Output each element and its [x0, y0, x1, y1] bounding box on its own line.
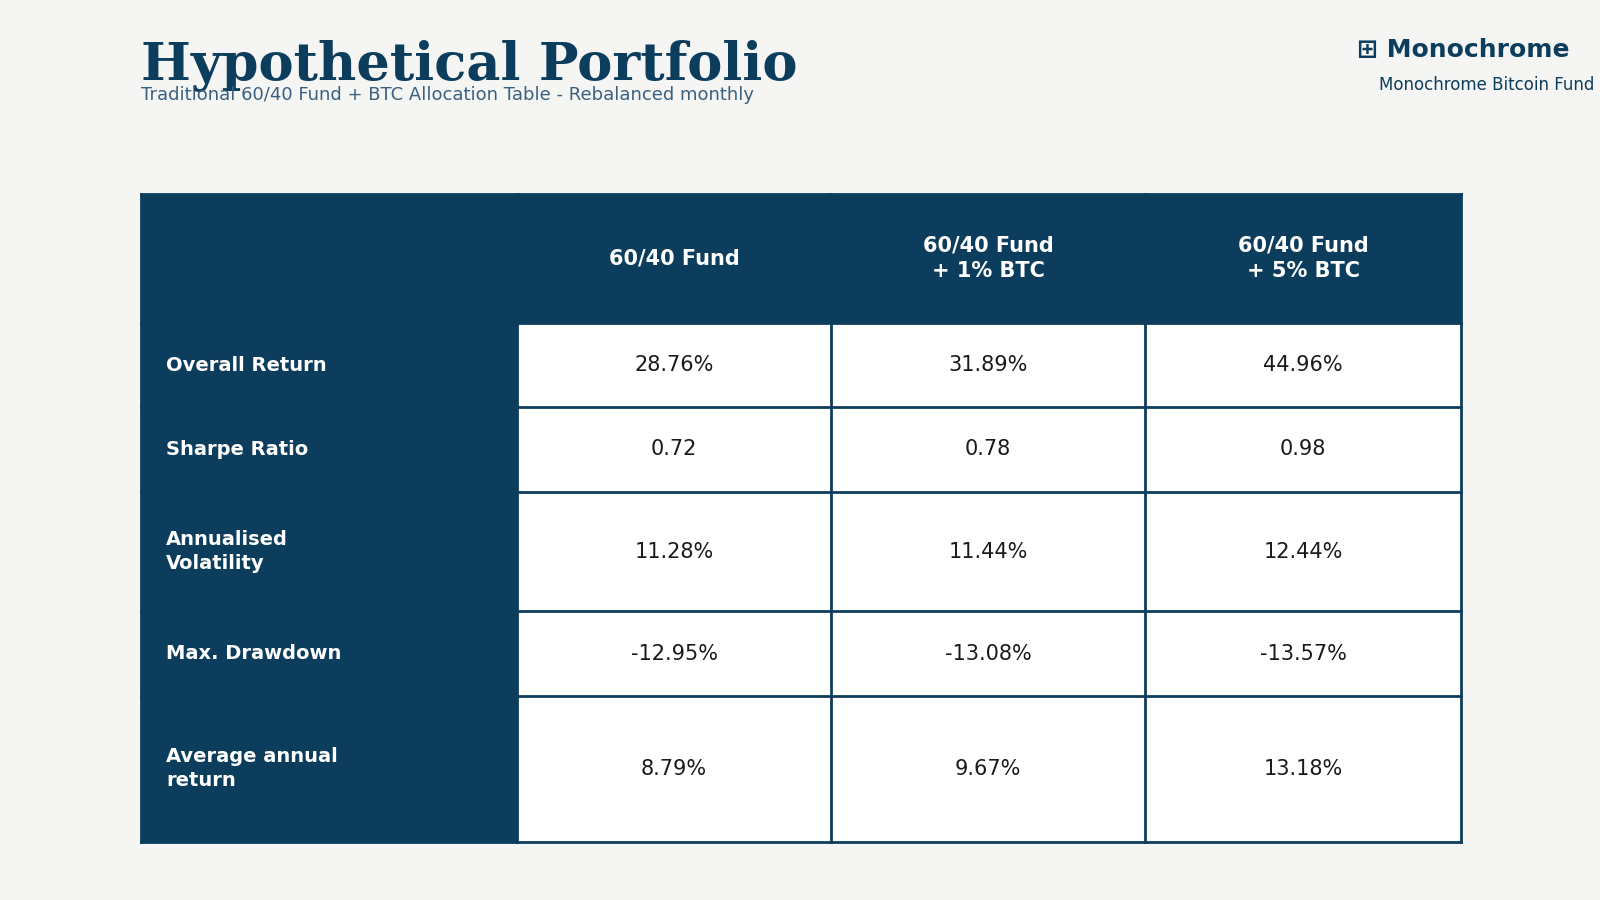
Text: 44.96%: 44.96% [1264, 356, 1342, 375]
Text: 0.78: 0.78 [965, 439, 1011, 460]
Text: Sharpe Ratio: Sharpe Ratio [166, 440, 309, 459]
Text: Traditional 60/40 Fund + BTC Allocation Table - Rebalanced monthly: Traditional 60/40 Fund + BTC Allocation … [141, 86, 754, 104]
Text: 13.18%: 13.18% [1264, 759, 1342, 778]
Text: Max. Drawdown: Max. Drawdown [166, 644, 342, 663]
Text: 0.98: 0.98 [1280, 439, 1326, 460]
Text: -13.08%: -13.08% [946, 644, 1032, 663]
Text: 60/40 Fund: 60/40 Fund [608, 248, 739, 268]
Text: 8.79%: 8.79% [642, 759, 707, 778]
Text: ⊞ Monochrome: ⊞ Monochrome [1357, 38, 1570, 62]
Text: 60/40 Fund
+ 5% BTC: 60/40 Fund + 5% BTC [1238, 236, 1368, 281]
Text: 31.89%: 31.89% [949, 356, 1027, 375]
Text: 11.28%: 11.28% [635, 542, 714, 562]
Text: -12.95%: -12.95% [630, 644, 717, 663]
Text: -13.57%: -13.57% [1259, 644, 1347, 663]
Text: 9.67%: 9.67% [955, 759, 1021, 778]
Text: 60/40 Fund
+ 1% BTC: 60/40 Fund + 1% BTC [923, 236, 1054, 281]
Text: 12.44%: 12.44% [1264, 542, 1342, 562]
Text: Monochrome Bitcoin Fund: Monochrome Bitcoin Fund [1379, 76, 1595, 94]
Text: Average annual
return: Average annual return [166, 747, 338, 790]
Text: 11.44%: 11.44% [949, 542, 1027, 562]
Text: 0.72: 0.72 [651, 439, 698, 460]
Text: Overall Return: Overall Return [166, 356, 326, 374]
Text: 28.76%: 28.76% [634, 356, 714, 375]
Text: Annualised
Volatility: Annualised Volatility [166, 530, 288, 573]
Text: Hypothetical Portfolio: Hypothetical Portfolio [141, 40, 797, 93]
